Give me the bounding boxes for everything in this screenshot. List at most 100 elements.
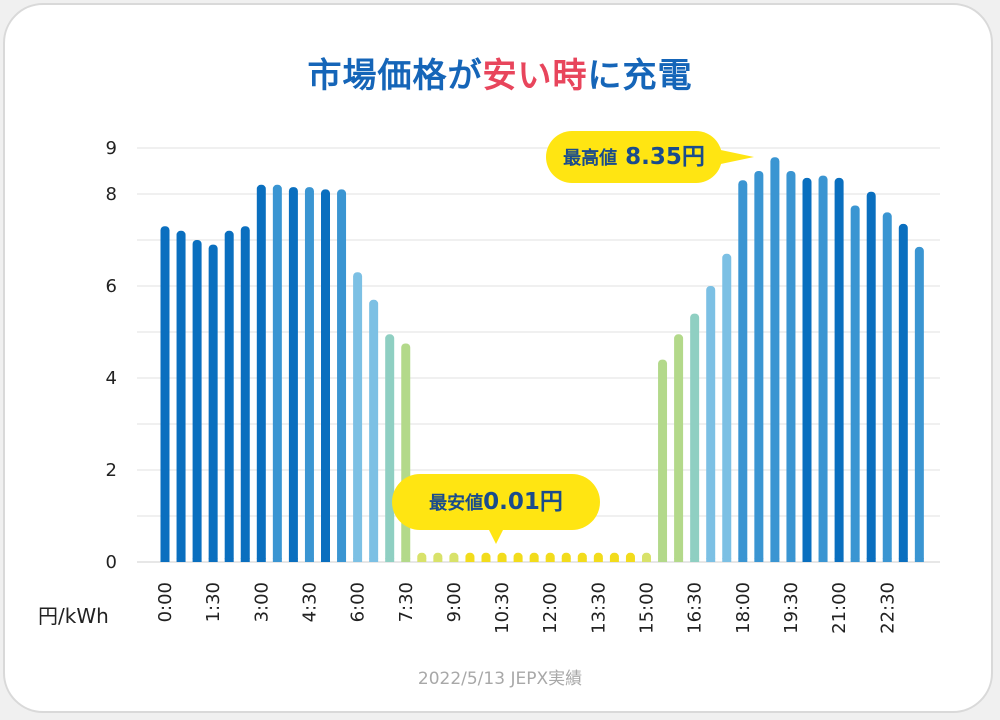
- bar-base-9:00: [449, 558, 459, 562]
- bar-21:30: [850, 205, 860, 562]
- bar-base-23:00: [898, 558, 908, 562]
- bar-0:00: [160, 226, 170, 562]
- title-part-highlight: 安い時: [482, 56, 588, 96]
- bar-7:30: [401, 343, 411, 562]
- x-tick-label: 1:30: [203, 582, 224, 622]
- bar-base-16:00: [674, 558, 684, 562]
- bar-base-2:00: [224, 558, 234, 562]
- y-tick-label: 8: [106, 184, 117, 205]
- bar-base-3:30: [272, 558, 282, 562]
- bar-22:30: [882, 212, 892, 562]
- bar-base-2:30: [240, 558, 250, 562]
- bar-5:30: [337, 189, 347, 562]
- bar-base-6:00: [353, 558, 363, 562]
- x-tick-label: 15:00: [637, 582, 658, 634]
- x-tick-label: 0:00: [155, 582, 176, 622]
- bar-base-18:30: [754, 558, 764, 562]
- x-tick-label: 6:00: [348, 582, 369, 622]
- x-tick-label: 7:30: [396, 582, 417, 622]
- bar-base-22:30: [882, 558, 892, 562]
- x-tick-label: 19:30: [781, 582, 802, 634]
- x-tick-label: 22:30: [877, 582, 898, 634]
- bar-20:30: [818, 175, 828, 562]
- bar-base-9:30: [465, 558, 475, 562]
- bar-base-7:00: [385, 558, 395, 562]
- bar-base-0:00: [160, 558, 170, 562]
- callout-max: 最高値 8.35円: [546, 131, 754, 183]
- bar-base-11:30: [529, 558, 539, 562]
- bar-base-20:00: [802, 558, 812, 562]
- bar-base-15:30: [658, 558, 668, 562]
- bar-base-7:30: [401, 558, 411, 562]
- bar-4:30: [304, 187, 314, 562]
- x-tick-label: 10:30: [492, 582, 513, 634]
- title-part-3: に充電: [587, 56, 693, 96]
- bar-22:00: [866, 191, 876, 562]
- callout-text: 最安値0.01円: [429, 489, 563, 515]
- callout-label: 最高値: [563, 147, 617, 169]
- bar-base-14:30: [625, 558, 635, 562]
- bar-base-8:30: [433, 558, 443, 562]
- callout-text: 最高値 8.35円: [563, 144, 705, 170]
- bar-base-12:30: [561, 558, 571, 562]
- bar-20:00: [802, 177, 812, 562]
- bar-base-1:30: [208, 558, 218, 562]
- bar-base-8:00: [417, 558, 427, 562]
- callout-bubble: [392, 474, 600, 530]
- bar-base-22:00: [866, 558, 876, 562]
- bar-base-21:00: [834, 558, 844, 562]
- bar-base-4:00: [288, 558, 298, 562]
- bar-1:00: [192, 240, 202, 562]
- bar-base-3:00: [256, 558, 266, 562]
- x-tick-label: 16:30: [685, 582, 706, 634]
- bar-2:30: [240, 226, 250, 562]
- bar-21:00: [834, 177, 844, 562]
- bar-16:30: [690, 313, 700, 562]
- callout-value: 8.35円: [617, 144, 705, 170]
- bar-base-0:30: [176, 558, 186, 562]
- source-caption: 2022/5/13 JEPX実績: [417, 669, 583, 689]
- x-tick-label: 13:30: [588, 582, 609, 634]
- bar-base-21:30: [850, 558, 860, 562]
- bar-base-5:30: [337, 558, 347, 562]
- y-tick-label: 6: [106, 276, 117, 297]
- x-tick-label: 3:00: [251, 582, 272, 622]
- bar-3:30: [272, 184, 282, 563]
- bar-base-4:30: [304, 558, 314, 562]
- bar-7:00: [385, 334, 395, 562]
- x-tick-label: 4:30: [299, 582, 320, 622]
- bar-base-12:00: [545, 558, 555, 562]
- x-tick-label: 12:00: [540, 582, 561, 634]
- callout-pointer: [488, 528, 504, 544]
- bar-base-16:30: [690, 558, 700, 562]
- bar-16:00: [674, 334, 684, 562]
- bar-23:00: [898, 223, 908, 562]
- bar-base-13:30: [593, 558, 603, 562]
- bar-19:00: [770, 157, 780, 562]
- x-tick-label: 9:00: [444, 582, 465, 622]
- bar-17:00: [706, 286, 716, 562]
- title-part-1: 市場価格が: [307, 56, 483, 96]
- callout-min: 最安値0.01円: [392, 474, 600, 544]
- x-tick-label: 18:00: [733, 582, 754, 634]
- bar-base-18:00: [738, 558, 748, 562]
- bar-15:30: [658, 359, 668, 562]
- y-tick-label: 4: [106, 368, 117, 389]
- bar-6:30: [369, 299, 379, 562]
- bar-base-20:30: [818, 558, 828, 562]
- bar-17:30: [722, 253, 732, 563]
- y-axis-unit-label: 円/kWh: [38, 604, 109, 628]
- x-tick-label: 21:00: [829, 582, 850, 634]
- bar-base-19:30: [786, 558, 796, 562]
- bar-19:30: [786, 171, 796, 562]
- bar-base-17:30: [722, 558, 732, 562]
- bar-5:00: [321, 189, 330, 562]
- bar-base-17:00: [706, 558, 716, 562]
- y-tick-label: 0: [106, 552, 117, 573]
- bar-1:30: [208, 244, 218, 562]
- bar-base-5:00: [321, 558, 330, 562]
- bar-base-15:00: [642, 558, 651, 562]
- bar-18:00: [738, 180, 748, 562]
- chart-title: 市場価格が安い時に充電: [0, 48, 1000, 97]
